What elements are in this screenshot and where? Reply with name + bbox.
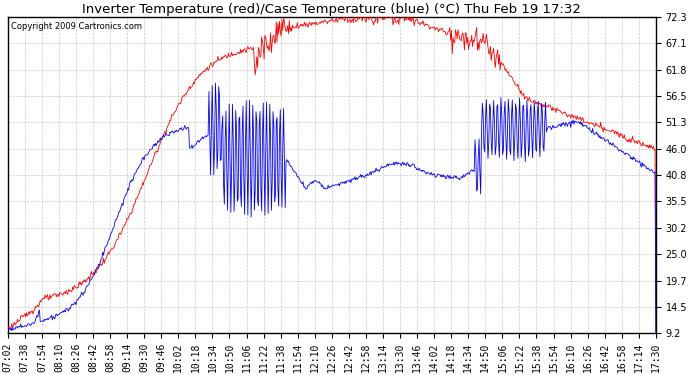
Title: Inverter Temperature (red)/Case Temperature (blue) (°C) Thu Feb 19 17:32: Inverter Temperature (red)/Case Temperat…: [82, 3, 581, 16]
Text: Copyright 2009 Cartronics.com: Copyright 2009 Cartronics.com: [11, 22, 142, 31]
